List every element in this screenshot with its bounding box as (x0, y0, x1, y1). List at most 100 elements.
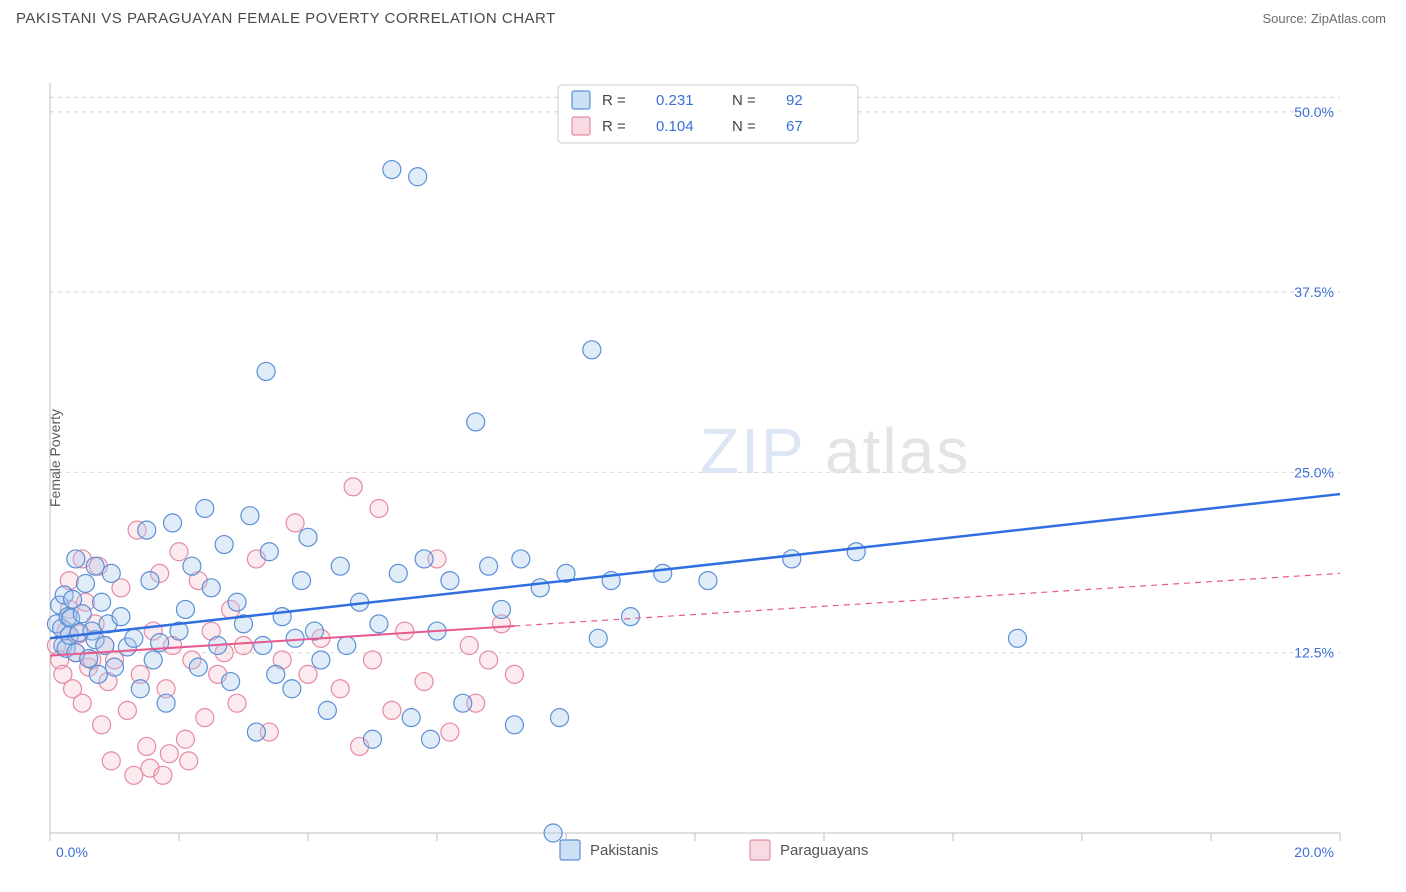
chart-title: PAKISTANI VS PARAGUAYAN FEMALE POVERTY C… (16, 10, 556, 27)
scatter-point (106, 658, 124, 676)
scatter-point (267, 665, 285, 683)
scatter-point (257, 362, 275, 380)
scatter-point (67, 550, 85, 568)
scatter-point (654, 564, 672, 582)
scatter-point (93, 593, 111, 611)
scatter-point (180, 752, 198, 770)
legend-series-label: Pakistanis (590, 842, 658, 859)
scatter-point (480, 557, 498, 575)
x-tick-label: 0.0% (56, 844, 88, 860)
watermark: atlas (825, 415, 970, 487)
legend-r-label: R = (602, 118, 626, 135)
y-tick-label: 12.5% (1294, 645, 1334, 661)
y-axis-label: Female Poverty (47, 409, 63, 507)
chart-source: Source: ZipAtlas.com (1262, 11, 1386, 26)
scatter-point (138, 737, 156, 755)
scatter-point (141, 572, 159, 590)
legend-n-label: N = (732, 118, 756, 135)
chart-header: PAKISTANI VS PARAGUAYAN FEMALE POVERTY C… (0, 0, 1406, 33)
legend-swatch (560, 840, 580, 860)
legend-series-label: Paraguayans (780, 842, 868, 859)
scatter-point (93, 716, 111, 734)
y-tick-label: 25.0% (1294, 464, 1334, 480)
scatter-point (370, 615, 388, 633)
scatter-point (157, 694, 175, 712)
scatter-point (467, 413, 485, 431)
scatter-point (344, 478, 362, 496)
scatter-point (318, 701, 336, 719)
scatter-point (338, 637, 356, 655)
scatter-point (73, 694, 91, 712)
scatter-point (131, 680, 149, 698)
y-tick-label: 50.0% (1294, 104, 1334, 120)
scatter-point (415, 550, 433, 568)
scatter-point (389, 564, 407, 582)
scatter-point (460, 637, 478, 655)
scatter-point (273, 608, 291, 626)
scatter-point (196, 499, 214, 517)
scatter-point (544, 824, 562, 842)
scatter-point (364, 651, 382, 669)
scatter-point (189, 658, 207, 676)
scatter-point (396, 622, 414, 640)
chart-container: Female Poverty 12.5%25.0%37.5%50.0%0.0%2… (0, 33, 1406, 883)
scatter-point (286, 514, 304, 532)
x-tick-label: 20.0% (1294, 844, 1334, 860)
scatter-point (144, 651, 162, 669)
scatter-point (183, 557, 201, 575)
scatter-point (847, 543, 865, 561)
scatter-point (247, 723, 265, 741)
scatter-point (160, 745, 178, 763)
legend-n-label: N = (732, 92, 756, 109)
scatter-point (125, 766, 143, 784)
scatter-point (409, 168, 427, 186)
scatter-chart: 12.5%25.0%37.5%50.0%0.0%20.0%ZIPatlasR =… (0, 33, 1406, 883)
scatter-point (699, 572, 717, 590)
scatter-point (283, 680, 301, 698)
scatter-point (505, 716, 523, 734)
scatter-point (589, 629, 607, 647)
scatter-point (260, 543, 278, 561)
scatter-point (170, 543, 188, 561)
scatter-point (441, 723, 459, 741)
scatter-point (138, 521, 156, 539)
scatter-point (293, 572, 311, 590)
scatter-point (531, 579, 549, 597)
trend-line-extrapolated (514, 573, 1340, 626)
scatter-point (622, 608, 640, 626)
scatter-point (383, 161, 401, 179)
scatter-point (241, 507, 259, 525)
scatter-point (505, 665, 523, 683)
legend-n-value: 67 (786, 118, 803, 135)
scatter-point (164, 514, 182, 532)
legend-swatch (572, 91, 590, 109)
legend-r-label: R = (602, 92, 626, 109)
watermark: ZIP (700, 415, 806, 487)
scatter-point (454, 694, 472, 712)
scatter-point (480, 651, 498, 669)
scatter-point (76, 574, 94, 592)
scatter-point (215, 536, 233, 554)
legend-swatch (572, 117, 590, 135)
scatter-point (254, 637, 272, 655)
scatter-point (196, 709, 214, 727)
scatter-point (202, 579, 220, 597)
scatter-point (1009, 629, 1027, 647)
legend-r-value: 0.104 (656, 118, 694, 135)
scatter-point (493, 600, 511, 618)
scatter-point (402, 709, 420, 727)
scatter-point (783, 550, 801, 568)
legend-swatch (750, 840, 770, 860)
scatter-point (383, 701, 401, 719)
scatter-point (222, 673, 240, 691)
scatter-point (176, 730, 194, 748)
scatter-point (286, 629, 304, 647)
scatter-point (299, 528, 317, 546)
scatter-point (312, 651, 330, 669)
scatter-point (176, 600, 194, 618)
scatter-point (331, 680, 349, 698)
scatter-point (441, 572, 459, 590)
legend-r-value: 0.231 (656, 92, 694, 109)
scatter-point (112, 608, 130, 626)
scatter-point (86, 557, 104, 575)
